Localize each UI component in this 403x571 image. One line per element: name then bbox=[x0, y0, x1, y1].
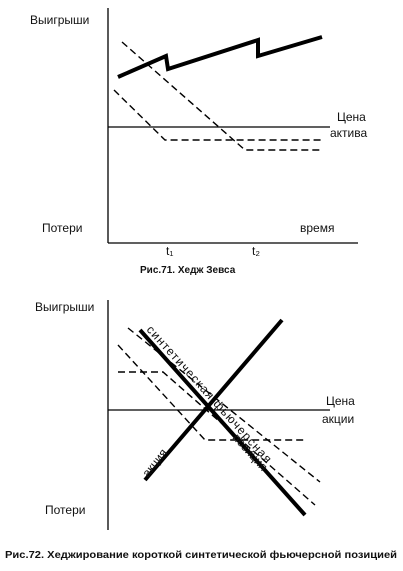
line-label: Цена bbox=[326, 394, 355, 408]
dashed-line bbox=[113, 89, 322, 141]
line-label: актива bbox=[330, 126, 367, 140]
figure-72: Выигрыши Потери Цена акции синтетическая… bbox=[5, 300, 397, 561]
y-bottom-label: Потери bbox=[45, 503, 85, 517]
x-label: время bbox=[300, 221, 334, 235]
line-label: акции bbox=[322, 412, 354, 426]
dashed-line bbox=[127, 327, 321, 483]
caption: Рис.71. Хедж Зевса bbox=[140, 265, 236, 276]
figure-71: Выигрыши Потери Цена актива время t₁ t₂ … bbox=[30, 8, 367, 276]
hedge-line bbox=[117, 35, 323, 79]
stock-label: акция bbox=[139, 446, 170, 480]
tick-label: t₂ bbox=[252, 244, 260, 258]
tick-label: t₁ bbox=[166, 244, 173, 258]
line-label: Цена bbox=[337, 110, 366, 124]
y-bottom-label: Потери bbox=[42, 221, 82, 235]
synthetic-line bbox=[138, 328, 307, 517]
dashed-line bbox=[121, 41, 322, 151]
y-top-label: Выигрыши bbox=[30, 13, 89, 27]
dashed-line bbox=[118, 371, 316, 506]
y-top-label: Выигрыши bbox=[35, 300, 94, 314]
stock-line bbox=[143, 318, 284, 482]
caption: Рис.72. Хеджирование короткой синтетичес… bbox=[5, 549, 397, 561]
